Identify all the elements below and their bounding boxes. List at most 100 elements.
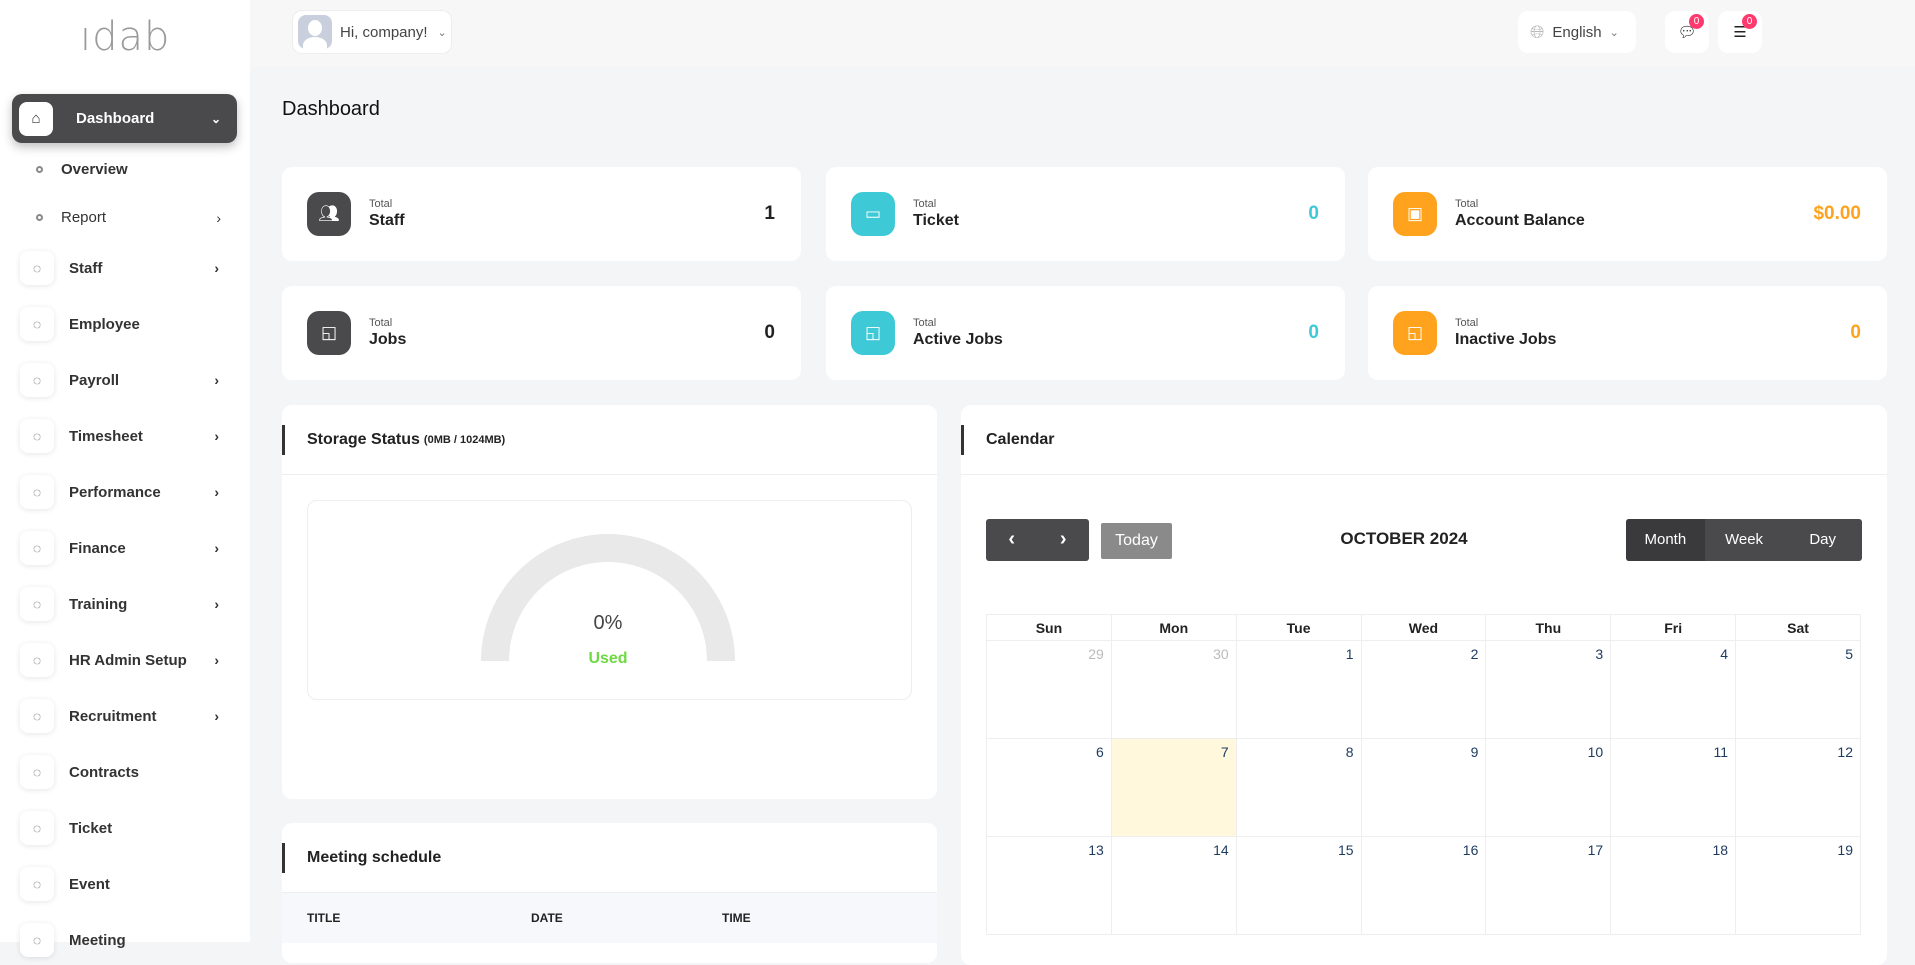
sidebar-item-performance[interactable]: ◌ Performance ›	[20, 474, 225, 510]
calendar-day[interactable]: 18	[1610, 836, 1737, 935]
stat-card-active-jobs: ◱ Total Active Jobs 0	[826, 286, 1345, 380]
calendar-day[interactable]: 1	[1235, 640, 1362, 739]
view-switcher: Month Week Day	[1626, 519, 1862, 561]
chevron-right-icon: ›	[214, 540, 219, 556]
chevron-right-icon: ›	[214, 260, 219, 276]
chevron-down-icon: ⌄	[210, 111, 221, 126]
sidebar-item-recruitment[interactable]: ◌ Recruitment ›	[20, 698, 225, 734]
calendar-day[interactable]: 7	[1110, 738, 1237, 837]
calendar-day[interactable]: 11	[1610, 738, 1737, 837]
card-header: Meeting schedule	[282, 823, 937, 893]
language-select[interactable]: 🌐︎ English ⌄	[1518, 11, 1636, 53]
chevron-right-icon: ›	[214, 428, 219, 444]
chevron-right-icon: ›	[214, 596, 219, 612]
user-menu[interactable]: Hi, company! ⌄	[292, 10, 452, 54]
weekday-header: Mon	[1110, 614, 1237, 641]
cast-icon: ◱	[307, 311, 351, 355]
sidebar-item-employee[interactable]: ◌ Employee	[20, 306, 225, 342]
calendar-nav: ‹ ›	[986, 519, 1089, 561]
globe-icon: 🌐︎	[1530, 21, 1545, 42]
cast-icon: ◱	[1393, 311, 1437, 355]
chevron-right-icon: ›	[214, 372, 219, 388]
stat-value: 0	[1850, 322, 1861, 343]
column-time: TIME	[722, 911, 751, 925]
meeting-card: Meeting schedule TITLE DATE TIME	[282, 823, 937, 963]
calendar-day[interactable]: 8	[1235, 738, 1362, 837]
calendar-day[interactable]: 15	[1235, 836, 1362, 935]
calendar-day[interactable]: 6	[986, 738, 1112, 837]
sidebar-item-training[interactable]: ◌ Training ›	[20, 586, 225, 622]
home-icon: ⌂	[19, 101, 53, 136]
calendar-day[interactable]: 30	[1110, 640, 1237, 739]
weekday-header: Wed	[1360, 614, 1487, 641]
calendar-day[interactable]: 12	[1735, 738, 1861, 837]
weekday-header: Fri	[1610, 614, 1737, 641]
sidebar-item-hr-admin-setup[interactable]: ◌ HR Admin Setup ›	[20, 642, 225, 678]
calendar-card: Calendar ‹ › Today OCTOBER 2024 Month Wee…	[961, 405, 1887, 965]
bullet-icon	[36, 166, 43, 173]
sidebar-item-contracts[interactable]: ◌ Contracts	[20, 754, 225, 790]
view-month-button[interactable]: Month	[1626, 519, 1705, 561]
sidebar-item-finance[interactable]: ◌ Finance ›	[20, 530, 225, 566]
calendar-day[interactable]: 19	[1735, 836, 1861, 935]
card-header: Calendar	[961, 405, 1887, 475]
messages-button[interactable]: 💬︎ 0	[1665, 11, 1709, 53]
calendar-day[interactable]: 4	[1610, 640, 1737, 739]
chevron-right-icon: ›	[214, 652, 219, 668]
card-header: Storage Status (0MB / 1024MB)	[282, 405, 937, 475]
weekday-header: Sun	[986, 614, 1112, 641]
storage-gauge: 0% Used	[307, 500, 912, 700]
logo[interactable]: ıdab	[80, 14, 171, 60]
sidebar-item-event[interactable]: ◌ Event	[20, 866, 225, 902]
column-date: DATE	[531, 911, 563, 925]
calendar-day[interactable]: 2	[1360, 640, 1487, 739]
sidebar-item-meeting[interactable]: ◌ Meeting	[20, 922, 225, 958]
prev-month-button[interactable]: ‹	[1008, 528, 1016, 550]
calendar-icon: ◌	[20, 923, 54, 957]
calendar-day[interactable]: 14	[1110, 836, 1237, 935]
view-day-button[interactable]: Day	[1809, 531, 1837, 548]
weekday-header: Thu	[1485, 614, 1612, 641]
weekday-header: Sat	[1735, 614, 1861, 641]
cast-icon: ◱	[851, 311, 895, 355]
calendar-icon: ◌	[20, 867, 54, 901]
notifications-button[interactable]: ☰ 0	[1718, 11, 1762, 53]
sidebar-item-timesheet[interactable]: ◌ Timesheet ›	[20, 418, 225, 454]
calendar-month-title: OCTOBER 2024	[1340, 529, 1468, 548]
users-icon: 👥︎	[307, 192, 351, 236]
sidebar-subitem-overview[interactable]: Overview	[36, 161, 221, 178]
gauge-percent: 0%	[594, 612, 623, 634]
next-month-button[interactable]: ›	[1059, 528, 1067, 550]
today-button[interactable]: Today	[1101, 523, 1172, 559]
calendar-day[interactable]: 3	[1485, 640, 1612, 739]
user-plus-icon: ◌	[20, 643, 54, 677]
sidebar-item-ticket[interactable]: ◌ Ticket	[20, 810, 225, 846]
calendar-day[interactable]: 10	[1485, 738, 1612, 837]
clipboard-icon: ◌	[20, 699, 54, 733]
clock-icon: ◌	[20, 419, 54, 453]
weekday-header: Tue	[1235, 614, 1362, 641]
calendar-day[interactable]: 29	[986, 640, 1112, 739]
users-icon: ◌	[20, 251, 54, 285]
receipt-icon: ◌	[20, 363, 54, 397]
stat-value: 1	[764, 203, 775, 224]
sidebar-item-dashboard[interactable]: ⌂ Dashboard ⌄	[12, 94, 237, 143]
stat-value: 0	[1308, 203, 1319, 224]
calendar-day[interactable]: 16	[1360, 836, 1487, 935]
stat-value: $0.00	[1813, 203, 1861, 224]
calendar-day[interactable]: 17	[1485, 836, 1612, 935]
chat-icon: 💬︎	[1677, 24, 1697, 41]
gauge-chart: 0% Used	[481, 534, 735, 667]
calendar-day[interactable]: 5	[1735, 640, 1861, 739]
sidebar-item-payroll[interactable]: ◌ Payroll ›	[20, 362, 225, 398]
sidebar-subitem-report[interactable]: Report ›	[36, 209, 221, 226]
view-week-button[interactable]: Week	[1724, 531, 1764, 548]
bullet-icon	[36, 214, 43, 221]
gauge-used-label: Used	[588, 650, 627, 667]
wallet-icon: ◌	[20, 531, 54, 565]
sidebar-item-staff[interactable]: ◌ Staff ›	[20, 250, 225, 286]
stat-card-inactive-jobs: ◱ Total Inactive Jobs 0	[1368, 286, 1887, 380]
calendar-day[interactable]: 9	[1360, 738, 1487, 837]
column-title: TITLE	[307, 911, 341, 925]
calendar-day[interactable]: 13	[986, 836, 1112, 935]
